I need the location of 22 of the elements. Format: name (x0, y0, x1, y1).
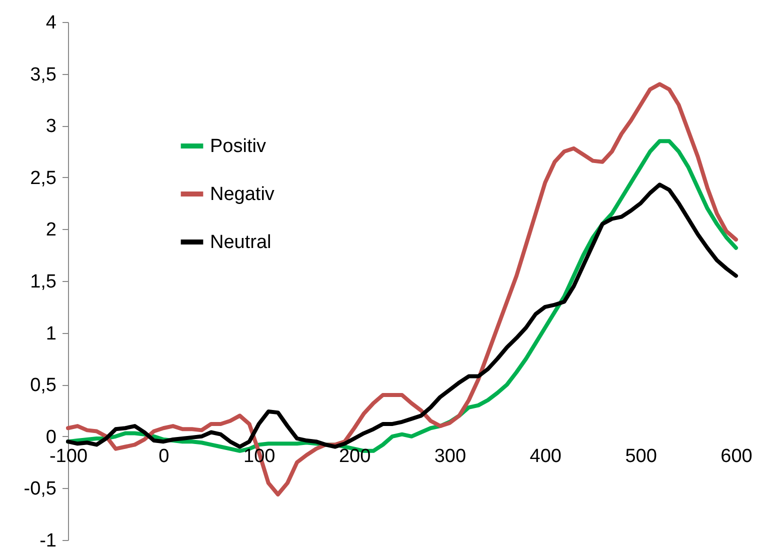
legend-label: Positiv (210, 136, 266, 157)
line-series (66, 182, 738, 449)
x-tick-label: 300 (434, 446, 466, 467)
x-tick-label: 200 (338, 446, 371, 467)
x-tick-label: 0 (158, 446, 170, 467)
y-tick-label: 2 (46, 220, 56, 241)
y-tick-label: -1 (40, 530, 56, 550)
y-tick-label: 0 (46, 426, 56, 448)
y-tick-label: 4 (46, 12, 57, 34)
y-tick-label: 0,5 (30, 375, 56, 396)
legend-label: Neutral (210, 232, 272, 253)
y-tick-label: 3,5 (30, 64, 56, 86)
x-tick-label: 500 (625, 446, 657, 467)
legend-label: Negativ (210, 184, 275, 205)
y-tick-label: 2,5 (30, 168, 56, 189)
y-tick-label: 1,5 (30, 272, 56, 292)
y-tick-label: -0,5 (24, 478, 56, 500)
y-tick-label: 1 (46, 323, 56, 344)
x-tick-label: -100 (49, 446, 88, 467)
y-tick-label: 3 (46, 116, 56, 138)
x-tick-label: 600 (720, 446, 752, 467)
x-tick-label: 400 (530, 446, 562, 467)
